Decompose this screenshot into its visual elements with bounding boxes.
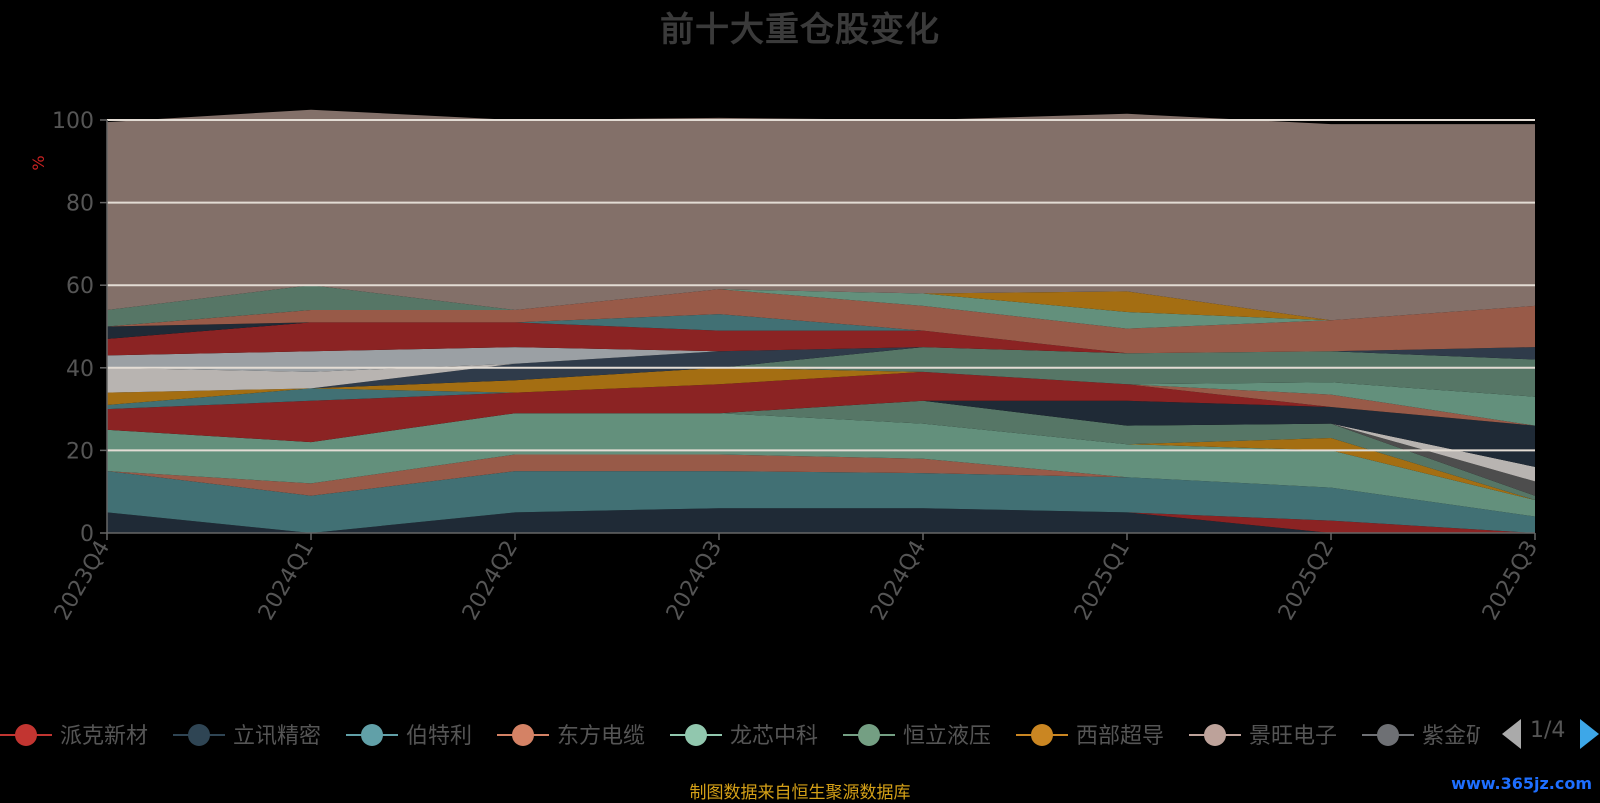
x-tick-label: 2025Q1 xyxy=(1070,537,1135,625)
gridlines xyxy=(107,119,1535,452)
x-tick-label: 2024Q4 xyxy=(866,537,931,625)
area-series-23 xyxy=(107,289,1535,329)
legend-label: 景旺电子 xyxy=(1249,724,1337,749)
x-tick-label: 2024Q2 xyxy=(458,537,523,625)
y-tick-label: 80 xyxy=(66,192,94,217)
legend-item[interactable]: 派克新材 xyxy=(0,724,148,749)
area-series-18 xyxy=(107,347,1535,372)
area-series-13 xyxy=(107,371,1535,426)
legend-label: 恒立液压 xyxy=(903,724,991,749)
area-series-14 xyxy=(107,367,1535,405)
area-series-2 xyxy=(107,471,1535,533)
legend-marker-icon xyxy=(858,724,880,746)
legend-item[interactable]: 紫金矿业 xyxy=(1362,724,1510,749)
area-series-19 xyxy=(107,322,1535,356)
area-series-0 xyxy=(107,508,1535,533)
area-series-6 xyxy=(107,400,1535,500)
legend-marker-icon xyxy=(361,724,383,746)
legend-page-indicator: 1/4 xyxy=(1530,718,1566,743)
watermark: www.365jz.com xyxy=(1451,774,1592,793)
legend-item[interactable]: 伯特利 xyxy=(346,724,472,749)
y-axis-label: % xyxy=(29,155,48,170)
legend-item[interactable]: 龙芯中科 xyxy=(670,724,818,749)
area-series-25 xyxy=(107,285,1535,327)
area-series-16 xyxy=(107,347,1535,393)
legend-label: 伯特利 xyxy=(406,724,472,749)
legend-marker-icon xyxy=(1377,724,1399,746)
area-series-10 xyxy=(107,371,1535,443)
y-tick-label: 40 xyxy=(66,357,94,382)
area-series-layer xyxy=(107,109,1535,533)
area-series-9 xyxy=(107,400,1535,467)
area-series-17 xyxy=(107,347,1535,393)
legend-item[interactable]: 立讯精密 xyxy=(173,724,321,749)
area-series-15 xyxy=(107,347,1535,397)
y-tick-label: 100 xyxy=(52,109,94,134)
x-tick-label: 2025Q2 xyxy=(1274,537,1339,625)
legend-item[interactable]: 恒立液压 xyxy=(843,724,991,749)
legend-marker-icon xyxy=(1031,724,1053,746)
x-tick-label: 2023Q4 xyxy=(50,537,115,625)
legend: 派克新材 立讯精密 伯特利 东方电缆 龙芯中科 恒立液压 西部超导 景旺电子 紫金矿业 xyxy=(0,724,1510,749)
area-series-26 xyxy=(107,109,1535,321)
x-tick-label: 2024Q3 xyxy=(662,537,727,625)
legend-item[interactable]: 景旺电子 xyxy=(1189,724,1337,749)
legend-marker-icon xyxy=(15,724,37,746)
legend-prev-page-arrow-icon[interactable] xyxy=(1502,719,1521,749)
legend-label: 东方电缆 xyxy=(557,724,645,749)
x-tick-label: 2025Q3 xyxy=(1478,537,1543,625)
area-series-20 xyxy=(107,322,1535,354)
area-series-4 xyxy=(107,413,1535,517)
chart-title: 前十大重仓股变化 xyxy=(660,10,940,50)
y-tick-label: 60 xyxy=(66,274,94,299)
area-series-3 xyxy=(107,454,1535,517)
legend-marker-icon xyxy=(1204,724,1226,746)
legend-marker-icon xyxy=(188,724,210,746)
legend-label: 立讯精密 xyxy=(233,724,321,749)
y-tick-label: 0 xyxy=(80,522,94,547)
legend-marker-icon xyxy=(512,724,534,746)
legend-label: 紫金矿业 xyxy=(1422,724,1510,749)
data-source-note: 制图数据来自恒生聚源数据库 xyxy=(689,783,911,803)
y-tick-label: 20 xyxy=(66,439,94,464)
legend-marker-icon xyxy=(685,724,707,746)
legend-next-page-arrow-icon[interactable] xyxy=(1580,719,1599,749)
x-tick-label: 2024Q1 xyxy=(254,537,319,625)
legend-label: 派克新材 xyxy=(60,724,148,749)
area-series-22 xyxy=(107,289,1535,354)
area-series-1 xyxy=(107,508,1535,533)
legend-label: 西部超导 xyxy=(1076,724,1164,749)
legend-item[interactable]: 西部超导 xyxy=(1016,724,1164,749)
legend-label: 龙芯中科 xyxy=(730,724,818,749)
legend-item[interactable]: 东方电缆 xyxy=(497,724,645,749)
